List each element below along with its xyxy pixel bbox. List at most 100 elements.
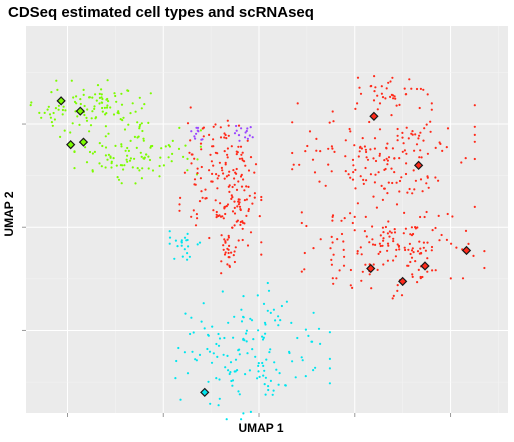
data-point: [372, 263, 375, 266]
data-point: [263, 321, 267, 324]
data-point: [445, 146, 448, 149]
data-point: [139, 123, 142, 126]
data-point: [234, 246, 237, 249]
data-point: [189, 139, 192, 142]
data-point: [357, 155, 360, 158]
data-point: [95, 99, 98, 102]
data-point: [378, 102, 382, 105]
data-point: [278, 372, 281, 375]
data-point: [356, 250, 359, 253]
data-point: [105, 98, 108, 101]
data-point: [409, 260, 412, 264]
data-point: [274, 319, 277, 322]
data-point: [136, 136, 139, 139]
data-point: [233, 177, 236, 180]
data-point: [230, 194, 233, 197]
data-point: [250, 319, 254, 322]
data-point: [378, 242, 381, 245]
data-point: [385, 157, 388, 160]
data-point: [158, 164, 161, 168]
data-point: [215, 210, 218, 214]
data-point: [291, 360, 294, 363]
data-point: [359, 175, 362, 178]
data-point: [148, 158, 152, 162]
data-point: [445, 238, 448, 241]
data-point: [186, 252, 189, 255]
data-point: [240, 418, 243, 421]
data-point: [304, 150, 307, 153]
data-point: [296, 336, 299, 340]
data-point: [415, 87, 419, 91]
data-point: [245, 340, 248, 343]
data-point: [133, 157, 136, 160]
data-point: [138, 96, 141, 99]
data-point: [391, 147, 394, 150]
data-point: [91, 170, 94, 173]
data-point: [227, 134, 230, 137]
data-point: [101, 97, 104, 101]
data-point: [300, 221, 303, 225]
x-axis-label: UMAP 1: [238, 421, 283, 435]
data-point: [253, 171, 256, 174]
data-point: [365, 179, 368, 182]
data-point: [235, 188, 239, 191]
data-point: [414, 133, 417, 136]
data-point: [429, 120, 432, 123]
data-point: [183, 236, 187, 239]
data-point: [360, 253, 363, 256]
data-point: [228, 265, 231, 268]
data-point: [211, 180, 214, 183]
data-point: [387, 244, 390, 247]
data-point: [199, 145, 202, 148]
data-point: [267, 388, 270, 392]
data-point: [430, 102, 433, 105]
data-point: [110, 166, 113, 169]
data-point: [112, 157, 115, 160]
data-point: [402, 142, 405, 145]
data-point: [483, 266, 486, 270]
data-point: [331, 219, 334, 222]
data-point: [331, 277, 334, 280]
data-point: [212, 164, 215, 167]
data-point: [214, 199, 217, 202]
data-point: [211, 325, 214, 328]
data-point: [369, 148, 372, 151]
data-point: [288, 351, 291, 355]
data-point: [251, 136, 254, 139]
data-point: [430, 249, 433, 252]
data-point: [121, 164, 124, 167]
data-point: [247, 209, 250, 213]
data-point: [224, 163, 227, 166]
data-point: [243, 339, 246, 342]
data-point: [410, 132, 413, 135]
data-point: [233, 370, 236, 373]
data-point: [382, 239, 385, 242]
data-point: [140, 107, 143, 110]
data-point: [196, 243, 199, 246]
data-point: [378, 152, 381, 155]
data-point: [216, 355, 219, 358]
data-point: [176, 245, 179, 248]
data-point: [151, 144, 154, 148]
data-point: [269, 379, 272, 382]
data-point: [348, 127, 351, 131]
data-point: [223, 150, 226, 153]
data-point: [235, 129, 238, 132]
data-point: [410, 87, 413, 90]
data-point: [254, 355, 257, 358]
data-point: [82, 93, 85, 96]
data-point: [193, 178, 197, 181]
data-point: [431, 269, 434, 272]
data-point: [398, 179, 402, 183]
data-point: [354, 187, 357, 190]
data-point: [238, 139, 241, 142]
data-point: [364, 263, 367, 266]
data-point: [354, 168, 357, 171]
data-point: [73, 167, 76, 170]
data-point: [228, 244, 231, 247]
data-point: [411, 247, 414, 250]
data-point: [263, 369, 266, 372]
data-point: [208, 350, 212, 353]
data-point: [50, 91, 53, 94]
data-point: [304, 375, 307, 378]
